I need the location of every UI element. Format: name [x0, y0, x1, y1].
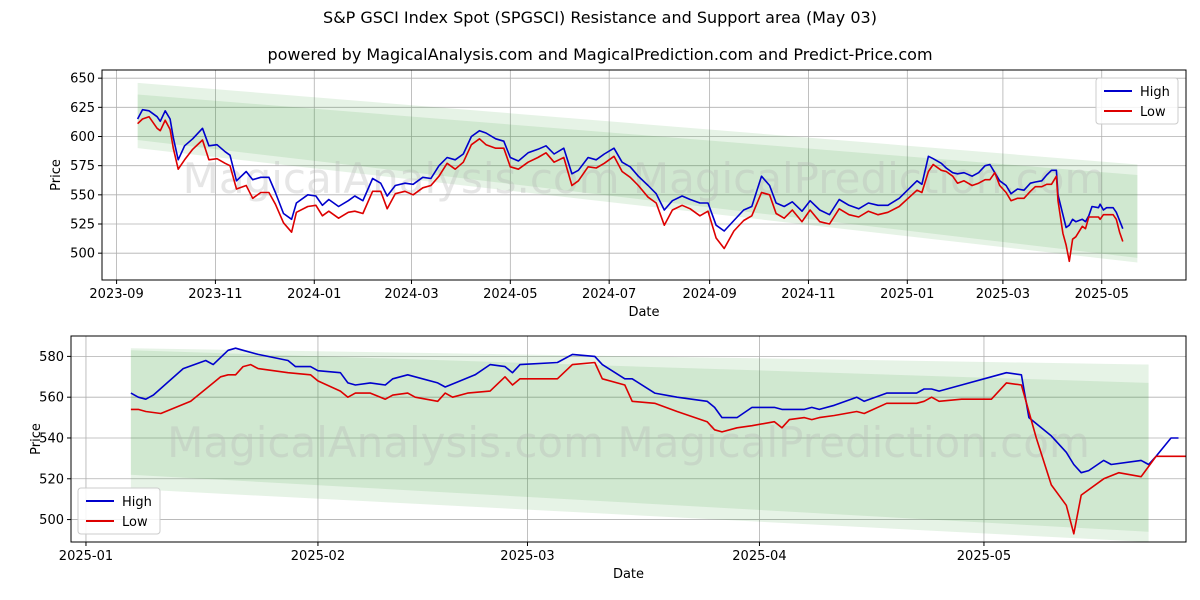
x-tick-label: 2025-01 [59, 549, 113, 564]
plot-frame [70, 335, 1187, 543]
y-tick-label: 525 [70, 218, 95, 233]
x-tick-label: 2025-01 [880, 287, 934, 302]
y-axis-label: Price [29, 423, 44, 455]
x-tick-label: 2024-01 [287, 287, 341, 302]
x-axis-label: Date [613, 567, 644, 582]
y-tick-label: 600 [70, 130, 95, 145]
y-tick-label: 500 [70, 247, 95, 262]
x-tick-label: 2024-07 [582, 287, 636, 302]
y-tick-label: 540 [39, 431, 64, 446]
support-band-1 [137, 82, 1138, 263]
chart-subtitle: powered by MagicalAnalysis.com and Magic… [267, 45, 933, 64]
series-line-high [136, 108, 1124, 232]
y-tick-label: 580 [39, 350, 64, 365]
series-line-high [130, 347, 1179, 474]
x-tick-label: 2025-05 [957, 549, 1011, 564]
y-axis-label: Price [49, 159, 64, 191]
series-line-low [130, 361, 1186, 535]
watermark-text: MagicalAnalysis.com MagicalPrediction.co… [167, 418, 1090, 467]
support-band-2 [130, 350, 1149, 532]
x-tick-label: 2024-03 [384, 287, 438, 302]
y-tick-label: 650 [70, 72, 95, 87]
watermark-text: MagicalAnalysis.com MagicalPrediction.co… [183, 154, 1106, 203]
x-tick-label: 2025-04 [732, 549, 786, 564]
y-tick-label: 625 [70, 101, 95, 116]
legend-label-low: Low [1140, 105, 1166, 120]
y-tick-label: 520 [39, 472, 64, 487]
x-tick-label: 2023-11 [188, 287, 242, 302]
y-tick-label: 550 [70, 188, 95, 203]
y-tick-label: 560 [39, 391, 64, 406]
legend-label-high: High [122, 495, 152, 510]
legend-box [77, 487, 161, 535]
chart-panel-2: MagicalAnalysis.com MagicalPrediction.co… [67, 335, 1187, 546]
y-tick-label: 500 [39, 513, 64, 528]
x-axis-label: Date [628, 305, 659, 320]
x-tick-label: 2024-11 [781, 287, 835, 302]
x-tick-label: 2024-05 [483, 287, 537, 302]
series-line-low [137, 115, 1124, 263]
plot-frame [101, 69, 1187, 281]
x-tick-label: 2023-09 [89, 287, 143, 302]
x-tick-label: 2025-03 [976, 287, 1030, 302]
chart-panel-1: MagicalAnalysis.com MagicalPrediction.co… [98, 69, 1187, 284]
support-band-1 [130, 348, 1149, 542]
legend-label-high: High [1140, 85, 1170, 100]
x-tick-label: 2025-05 [1075, 287, 1129, 302]
y-tick-label: 575 [70, 159, 95, 174]
legend-label-low: Low [122, 515, 148, 530]
x-tick-label: 2025-03 [500, 549, 554, 564]
x-tick-label: 2025-02 [291, 549, 345, 564]
chart-title: S&P GSCI Index Spot (SPGSCI) Resistance … [323, 8, 877, 27]
x-tick-label: 2024-09 [682, 287, 736, 302]
legend-box [1095, 77, 1179, 125]
